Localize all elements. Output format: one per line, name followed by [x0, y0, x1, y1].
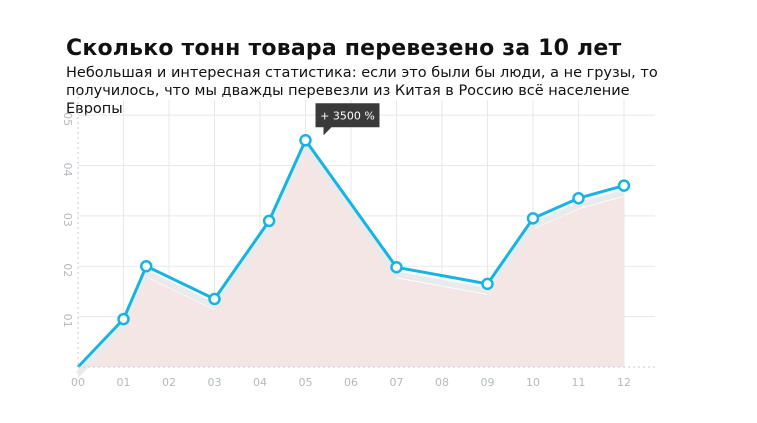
data-point: [262, 214, 276, 228]
x-tick-label: 04: [253, 376, 267, 389]
x-tick-label: 01: [117, 376, 131, 389]
y-tick-label: 01: [61, 314, 74, 328]
x-tick-label: 03: [208, 376, 222, 389]
data-point: [208, 292, 221, 306]
x-tick-label: 08: [435, 376, 449, 389]
data-point: [117, 312, 130, 326]
x-tick-label: 06: [344, 376, 358, 389]
axes: [77, 92, 655, 368]
data-point: [390, 261, 403, 274]
chart-title: Сколько тонн товара перевезено за 10 лет: [66, 36, 622, 61]
x-tick-label: 07: [390, 376, 404, 389]
tooltip-label: + 3500 %: [320, 109, 375, 122]
y-tick-label: 03: [61, 213, 74, 227]
x-tick-label: 05: [299, 376, 313, 389]
data-point: [526, 212, 540, 225]
line-shadow: [75, 144, 625, 377]
data-point: [299, 134, 312, 147]
x-tick-label: 11: [572, 376, 586, 389]
x-tick-label: 10: [526, 376, 540, 389]
x-tick-labels: 00 01 02 03 04 05 06 07 08 09 10 11 12: [71, 376, 631, 389]
data-points: [117, 134, 631, 326]
y-tick-labels: 01 02 03 04 05: [61, 112, 74, 328]
data-point: [481, 277, 494, 291]
x-tick-label: 02: [162, 376, 176, 389]
y-tick-label: 04: [61, 162, 74, 176]
area-fill: [78, 151, 624, 378]
annotation-tooltip: + 3500 %: [315, 103, 380, 136]
y-tick-label: 05: [61, 112, 74, 126]
y-tick-label: 02: [61, 263, 74, 277]
chart-subtitle: Небольшая и интересная статистика: если …: [66, 65, 658, 117]
tooltip-box: [315, 103, 380, 136]
x-tick-label: 12: [617, 376, 631, 389]
data-point: [572, 191, 585, 205]
data-point: [140, 259, 153, 273]
x-tick-label: 09: [481, 376, 495, 389]
data-point: [617, 179, 631, 192]
x-tick-label: 00: [71, 376, 85, 389]
